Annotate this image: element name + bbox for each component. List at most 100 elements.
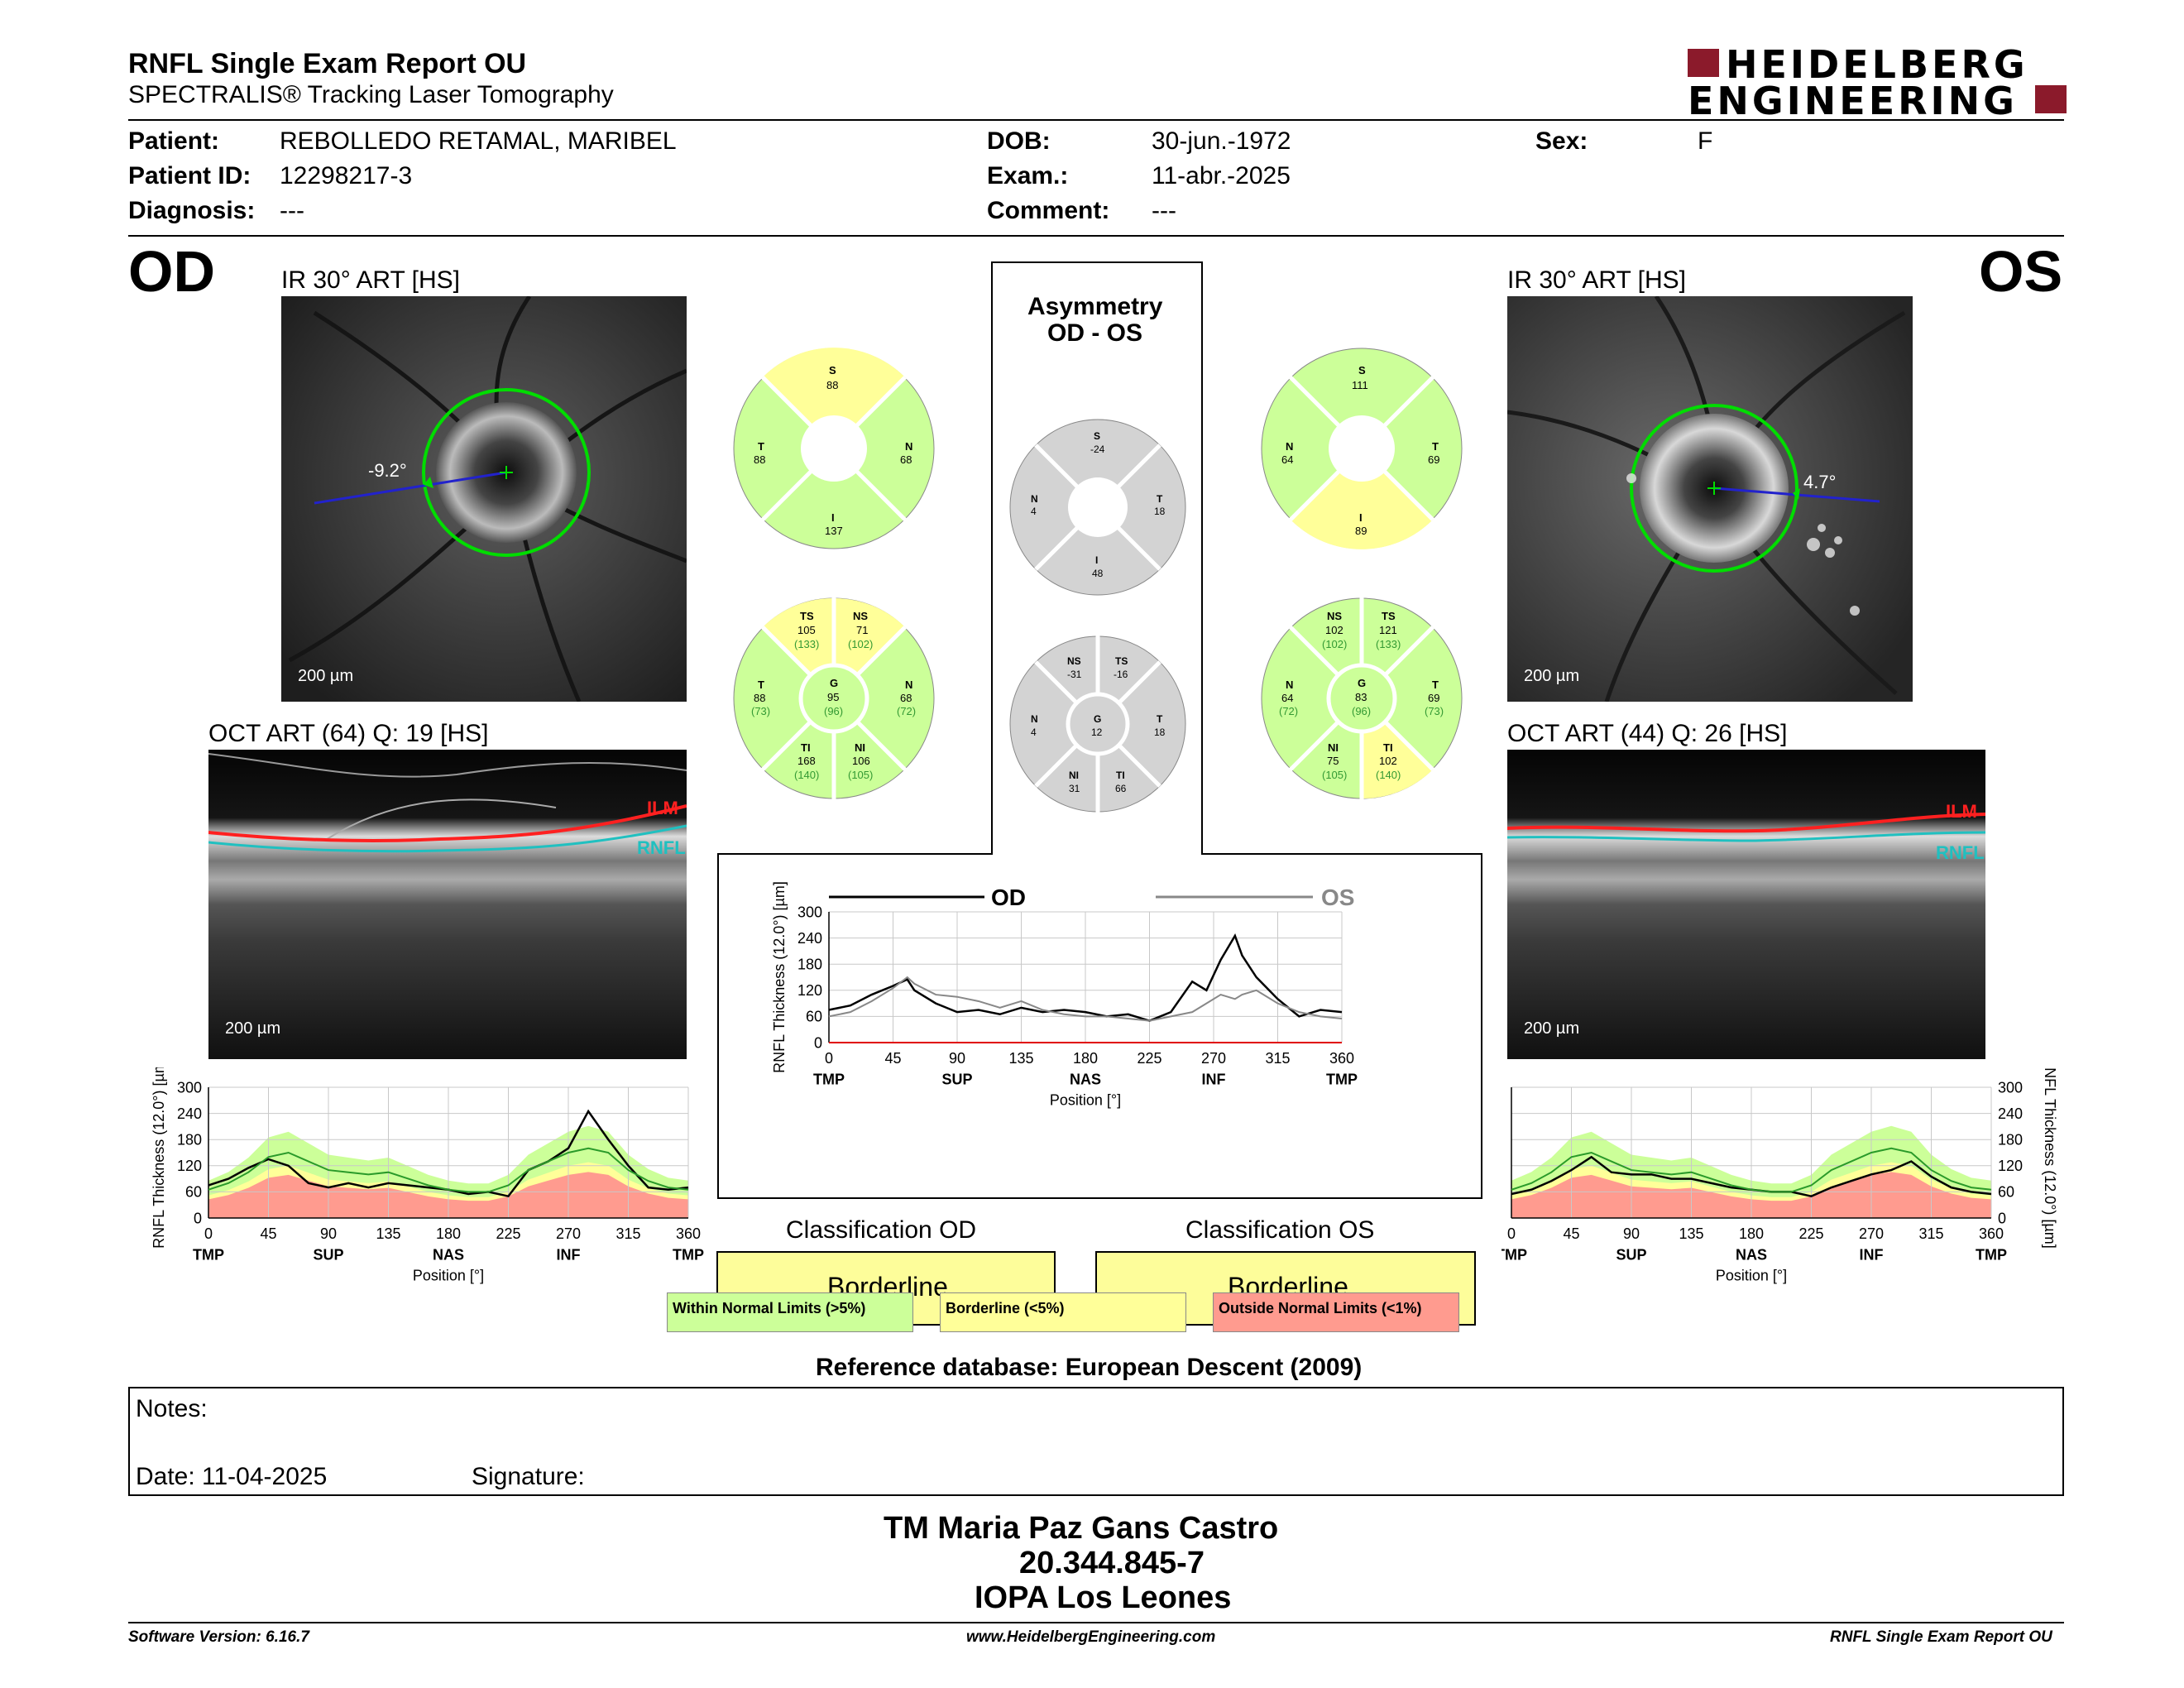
od-oct-scale: 200 µm bbox=[225, 1019, 281, 1038]
legend-od-label: OD bbox=[991, 885, 1026, 910]
notes-box[interactable] bbox=[128, 1387, 2064, 1496]
asym-s-t-value: 18 bbox=[1154, 727, 1166, 738]
od-s-t-value: 88 bbox=[754, 692, 766, 704]
od-q-t-value: 88 bbox=[754, 453, 766, 466]
classification-od-title: Classification OD bbox=[786, 1216, 977, 1244]
od-fundus-svg bbox=[281, 296, 687, 702]
asym-s-g-label: G bbox=[1094, 713, 1102, 725]
asym-s-ti-value: 66 bbox=[1115, 783, 1127, 794]
patient-id-label: Patient ID: bbox=[128, 162, 251, 189]
os-s-ns-ref: (102) bbox=[1322, 638, 1348, 650]
x-tick-label: 0 bbox=[825, 1050, 833, 1067]
os-s-ni-ref: (105) bbox=[1322, 769, 1348, 781]
company-logo: HEIDELBERG ENGINEERING bbox=[1688, 42, 2068, 123]
diagnosis-label: Diagnosis: bbox=[128, 197, 256, 224]
logo-square-bottom bbox=[2035, 85, 2067, 113]
os-q-s-label: S bbox=[1358, 364, 1366, 376]
os-quadrant-diagram bbox=[1261, 348, 1463, 549]
x-region-label: INF bbox=[1860, 1246, 1884, 1263]
x-tick-label: 45 bbox=[1563, 1225, 1579, 1242]
patient-name: REBOLLEDO RETAMAL, MARIBEL bbox=[280, 127, 677, 155]
dob-label: DOB: bbox=[987, 127, 1051, 155]
sex-label: Sex: bbox=[1535, 127, 1588, 155]
asym-s-n-value: 4 bbox=[1031, 727, 1037, 738]
x-tick-label: 315 bbox=[1918, 1225, 1943, 1242]
os-eye-label: OS bbox=[1979, 239, 2063, 304]
od-q-s-label: S bbox=[829, 364, 836, 376]
y-axis-label: RNFL Thickness (12.0°) [µm] bbox=[151, 1067, 167, 1249]
os-oct-svg bbox=[1507, 750, 1985, 1059]
x-region-label: TMP bbox=[1502, 1246, 1527, 1263]
od-oct-image: ILM RNFL 200 µm bbox=[208, 750, 687, 1059]
od-s-ns-ref: (102) bbox=[848, 638, 874, 650]
od-s-t-ref: (73) bbox=[751, 705, 771, 717]
asym-s-ns-label: NS bbox=[1067, 655, 1081, 667]
od-s-ti-label: TI bbox=[801, 741, 811, 754]
notes-date: Date: 11-04-2025 bbox=[136, 1463, 328, 1490]
os-thickness-chart: 0 60 120 180 240 300 0 45 90 135 180 225 270 315 360 TM… bbox=[1502, 1067, 2058, 1284]
os-q-i-label: I bbox=[1359, 511, 1363, 524]
od-ir-scale: 200 µm bbox=[298, 667, 354, 685]
od-s-n-value: 68 bbox=[900, 692, 912, 704]
y-tick-label: 0 bbox=[194, 1210, 202, 1226]
classification-os-title: Classification OS bbox=[1185, 1216, 1375, 1244]
footer-divider bbox=[128, 1622, 2064, 1623]
x-region-label: SUP bbox=[313, 1246, 343, 1263]
od-s-ni-ref: (105) bbox=[848, 769, 874, 781]
y-tick-label: 180 bbox=[177, 1132, 202, 1149]
asym-s-ti-label: TI bbox=[1116, 770, 1125, 781]
asym-s-ni-value: 31 bbox=[1069, 783, 1080, 794]
x-tick-label: 135 bbox=[376, 1225, 400, 1242]
signer-id: 20.344.845-7 bbox=[1019, 1546, 1205, 1580]
od-s-ts-label: TS bbox=[800, 610, 814, 622]
od-oct-svg bbox=[208, 750, 687, 1059]
reference-database: Reference database: European Descent (20… bbox=[816, 1354, 1363, 1381]
od-q-t-label: T bbox=[758, 440, 764, 453]
legend-outside-normal: Outside Normal Limits (<1%) bbox=[1213, 1292, 1459, 1332]
os-oct-rnfl-label: RNFL bbox=[1936, 842, 1985, 863]
asym-title-2: OD - OS bbox=[1047, 319, 1143, 347]
notes-signature-label: Signature: bbox=[472, 1463, 585, 1490]
asym-s-ts-label: TS bbox=[1115, 655, 1128, 667]
os-s-n-value: 64 bbox=[1281, 692, 1294, 704]
sex-value: F bbox=[1698, 127, 1713, 155]
os-ir-scale: 200 µm bbox=[1524, 667, 1580, 685]
y-tick-label: 120 bbox=[177, 1158, 202, 1174]
footer-url[interactable]: www.HeidelbergEngineering.com bbox=[966, 1628, 1216, 1646]
od-oct-title: OCT ART (64) Q: 19 [HS] bbox=[208, 720, 489, 747]
od-q-n-label: N bbox=[905, 440, 913, 453]
x-axis-label: Position [°] bbox=[413, 1268, 484, 1284]
od-q-i-label: I bbox=[831, 511, 835, 524]
od-s-ti-ref: (140) bbox=[794, 769, 820, 781]
legend-os-label: OS bbox=[1321, 885, 1354, 910]
x-tick-label: 90 bbox=[1623, 1225, 1640, 1242]
asymmetry-panel-frame bbox=[717, 261, 1482, 1199]
os-q-t-value: 69 bbox=[1428, 453, 1440, 466]
asym-q-i-label: I bbox=[1095, 554, 1099, 566]
diagnosis-value: --- bbox=[280, 197, 304, 224]
legend-within-normal: Within Normal Limits (>5%) bbox=[667, 1292, 913, 1332]
asym-q-t-value: 18 bbox=[1154, 506, 1166, 517]
asym-q-n-value: 4 bbox=[1031, 506, 1037, 517]
x-region-label: TMP bbox=[193, 1246, 224, 1263]
os-oct-image: ILM RNFL 200 µm bbox=[1507, 750, 1985, 1059]
os-fundus-svg bbox=[1507, 296, 1913, 702]
os-oct-ilm-label: ILM bbox=[1946, 801, 1977, 822]
y-axis-label: RNFL Thickness (12.0°) [µm] bbox=[2042, 1067, 2058, 1249]
report-title: RNFL Single Exam Report OU bbox=[128, 48, 527, 79]
asymmetry-thickness-chart: 0 60 120 180 240 300 0 45 90 135 180 225 270 315 360 TM… bbox=[771, 881, 1358, 1108]
y-tick-label: 180 bbox=[797, 957, 822, 973]
x-region-label: NAS bbox=[433, 1246, 464, 1263]
od-quadrant-diagram bbox=[733, 348, 935, 549]
os-s-ns-value: 102 bbox=[1325, 624, 1343, 636]
series-line-1 bbox=[828, 933, 1343, 1022]
x-tick-label: 315 bbox=[1265, 1050, 1290, 1067]
x-tick-label: 45 bbox=[884, 1050, 901, 1067]
asym-q-t-label: T bbox=[1157, 493, 1163, 505]
od-s-n-ref: (72) bbox=[897, 705, 917, 717]
x-tick-label: 45 bbox=[260, 1225, 276, 1242]
x-region-label: TMP bbox=[1976, 1246, 2007, 1263]
asym-sector-diagram bbox=[1009, 635, 1186, 813]
od-s-g-label: G bbox=[830, 677, 839, 689]
asym-s-n-label: N bbox=[1031, 713, 1038, 725]
